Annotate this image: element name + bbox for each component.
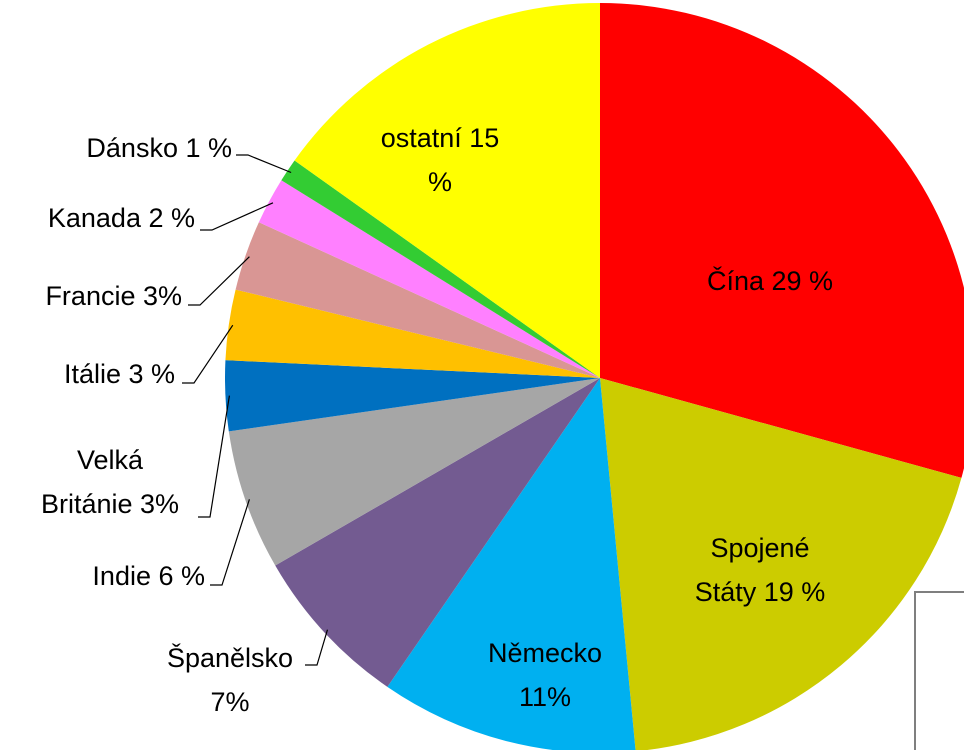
pie-slice bbox=[224, 360, 600, 432]
slice-label: ostatní 15 bbox=[381, 123, 500, 153]
labels: Čína 29 % Spojené Státy 19 % Německo 11% Špan… bbox=[41, 123, 833, 717]
slice-label: 7% bbox=[210, 687, 249, 717]
slice-label: Kanada 2 % bbox=[48, 203, 195, 233]
slice-label: % bbox=[428, 167, 452, 197]
pie-slice bbox=[600, 3, 964, 478]
slice-label: Dánsko 1 % bbox=[86, 133, 232, 163]
leader-line bbox=[305, 629, 329, 666]
slices bbox=[224, 3, 964, 750]
leader-line bbox=[210, 499, 250, 586]
leader-line bbox=[182, 324, 234, 384]
slice-label: Francie 3% bbox=[45, 281, 182, 311]
slice-label: Itálie 3 % bbox=[64, 359, 175, 389]
slice-label: Německo bbox=[488, 638, 602, 668]
pie-slice bbox=[294, 3, 600, 378]
slice-label: Velká bbox=[77, 445, 144, 475]
leader-line bbox=[188, 256, 250, 306]
pie-slice bbox=[275, 378, 600, 687]
leader-line bbox=[198, 395, 231, 518]
leader-line bbox=[236, 154, 292, 174]
pie-slice bbox=[228, 378, 600, 566]
overlay-box bbox=[914, 591, 964, 750]
pie-slice bbox=[235, 222, 600, 378]
slice-label: Británie 3% bbox=[41, 489, 179, 519]
slice-label: Indie 6 % bbox=[92, 561, 205, 591]
pie-slice bbox=[281, 160, 600, 378]
slice-label: Státy 19 % bbox=[695, 577, 826, 607]
pie-slice bbox=[225, 289, 600, 378]
slice-label: 11% bbox=[519, 682, 571, 712]
pie-slice bbox=[600, 378, 962, 750]
pie-slice bbox=[387, 378, 636, 750]
pie-slice bbox=[258, 180, 600, 378]
slice-label: Čína 29 % bbox=[707, 265, 833, 296]
leader-line bbox=[200, 202, 274, 231]
slice-label: Spojené bbox=[710, 533, 809, 563]
slice-label: Španělsko bbox=[167, 642, 293, 673]
